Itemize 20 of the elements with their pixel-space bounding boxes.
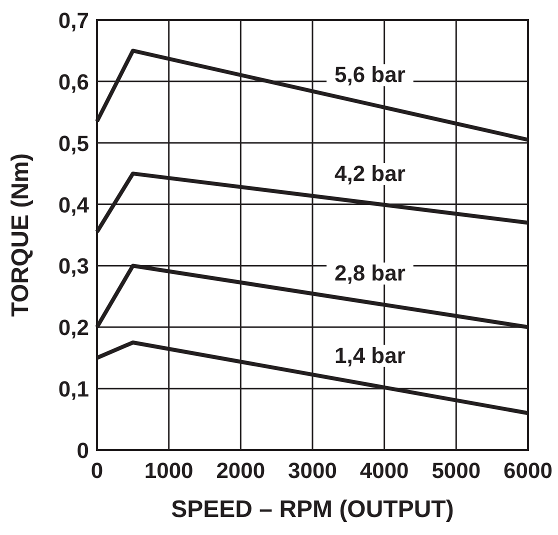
series-label: 4,2 bar <box>334 161 406 186</box>
y-tick-label: 0,5 <box>58 130 89 156</box>
x-tick-label: 3000 <box>288 458 337 483</box>
x-tick-label: 2000 <box>216 458 266 483</box>
y-tick-label: 0,1 <box>58 376 89 402</box>
series-label: 1,4 bar <box>334 342 406 368</box>
series-label: 2,8 bar <box>334 260 406 286</box>
y-tick-label: 0,2 <box>58 315 89 340</box>
x-axis-title: SPEED – RPM (OUTPUT) <box>171 496 454 523</box>
x-tick-label: 5000 <box>432 458 481 483</box>
y-tick-label: 0,7 <box>58 8 89 33</box>
y-tick-label: 0,4 <box>58 192 90 218</box>
x-tick-label: 6000 <box>504 458 552 483</box>
y-tick-label: 0,6 <box>58 69 89 94</box>
y-tick-label: 0 <box>76 438 89 463</box>
series-label: 5,6 bar <box>334 62 406 88</box>
y-axis-title: TORQUE (Nm) <box>7 153 34 317</box>
x-tick-label: 1000 <box>144 458 194 483</box>
y-tick-label: 0,3 <box>58 254 89 279</box>
x-tick-label: 4000 <box>360 458 409 483</box>
